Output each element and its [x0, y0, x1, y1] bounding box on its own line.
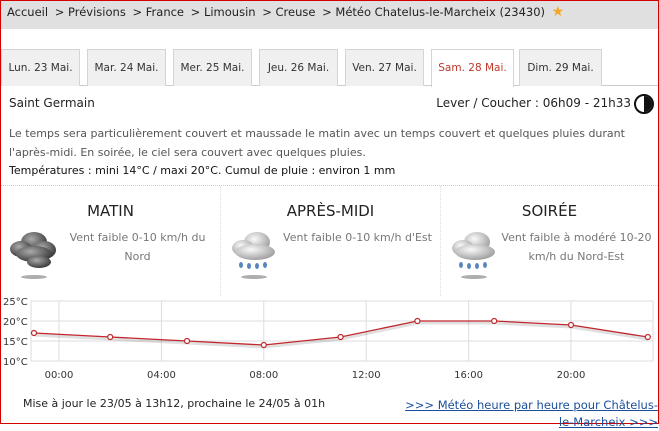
- day-tabs: Lun. 23 Mai. Mar. 24 Mai. Mer. 25 Mai. J…: [1, 49, 658, 87]
- breadcrumb-france[interactable]: > France: [132, 5, 184, 19]
- wind-text: Vent faible 0-10 km/h du Nord: [69, 231, 206, 263]
- temperature-point: [491, 317, 498, 325]
- tab-dim[interactable]: Dim. 29 Mai.: [519, 49, 602, 86]
- temperature-point: [414, 317, 421, 325]
- period-title: SOIRÉE: [521, 202, 578, 220]
- temperature-point: [30, 329, 38, 337]
- temperature-point: [107, 333, 114, 341]
- x-tick-label: 20:00: [557, 370, 586, 381]
- x-tick-label: 04:00: [147, 370, 176, 381]
- forecast-description: Le temps sera particulièrement couvert e…: [9, 125, 649, 181]
- x-tick-label: 12:00: [352, 370, 381, 381]
- temperature-chart: 25°C 20°C 15°C 10°C 00:00 04:00 08:00 12:00 16:0…: [3, 297, 654, 381]
- x-tick-label: 08:00: [249, 370, 278, 381]
- tab-mar[interactable]: Mar. 24 Mai.: [87, 49, 166, 86]
- tab-jeu[interactable]: Jeu. 26 Mai.: [259, 49, 338, 86]
- y-tick-label: 20°C: [3, 317, 28, 328]
- temperature-point: [260, 341, 267, 349]
- y-tick-label: 10°C: [3, 357, 28, 368]
- period-apres-midi: APRÈS-MIDI Vent faible 0-10 km/h d'Est: [220, 186, 440, 296]
- tab-ven[interactable]: Ven. 27 Mai.: [345, 49, 424, 86]
- breadcrumb-limousin[interactable]: > Limousin: [190, 5, 256, 19]
- temperature-summary: Températures : mini 14°C / maxi 20°C. Cu…: [9, 164, 396, 177]
- breadcrumb-creuse[interactable]: > Creuse: [262, 5, 316, 19]
- sunrise-sunset: Lever / Coucher : 06h09 - 21h33: [436, 96, 631, 110]
- temperature-point: [644, 333, 651, 341]
- cloud-rain-icon: [232, 232, 275, 279]
- tab-sam[interactable]: Sam. 28 Mai.: [431, 49, 514, 87]
- breadcrumb-previsions[interactable]: > Prévisions: [54, 5, 126, 19]
- x-tick-label: 00:00: [45, 370, 74, 381]
- y-tick-label: 25°C: [3, 297, 28, 308]
- moon-phase-icon: [634, 94, 654, 114]
- hourly-forecast-link[interactable]: >>> Météo heure par heure pour Châtelus-…: [405, 398, 658, 429]
- wind-text: Vent faible 0-10 km/h d'Est: [283, 231, 432, 244]
- location-name: Saint Germain: [9, 96, 95, 110]
- breadcrumb-current: > Météo Chatelus-le-Marcheix (23430): [322, 5, 546, 19]
- period-title: APRÈS-MIDI: [286, 202, 375, 220]
- period-title: MATIN: [87, 202, 134, 220]
- tab-mer[interactable]: Mer. 25 Mai.: [173, 49, 252, 86]
- plot-area: [30, 300, 654, 362]
- breadcrumb: Accueil > Prévisions > France > Limousin…: [1, 1, 658, 29]
- tab-lun[interactable]: Lun. 23 Mai.: [1, 49, 80, 86]
- heavy-cloud-icon: [10, 232, 56, 279]
- temperature-point: [337, 333, 344, 341]
- breadcrumb-home[interactable]: Accueil: [7, 5, 49, 19]
- cloud-rain-icon: [452, 232, 495, 279]
- wind-text: Vent faible à modéré 10-20 km/h du Nord-…: [501, 231, 652, 263]
- period-soiree: SOIRÉE Vent faible à modéré 10-20 km/h d…: [440, 186, 658, 296]
- description-text: Le temps sera particulièrement couvert e…: [9, 127, 625, 159]
- update-info: Mise à jour le 23/05 à 13h12, prochaine …: [23, 397, 326, 410]
- star-icon[interactable]: ★: [551, 4, 565, 20]
- divider: [1, 185, 658, 186]
- x-tick-label: 16:00: [454, 370, 483, 381]
- y-tick-label: 15°C: [3, 337, 28, 348]
- temperature-point: [567, 321, 575, 329]
- temperature-point: [183, 337, 191, 345]
- period-matin: MATIN Vent faible 0-10 km/h du Nord: [1, 186, 220, 296]
